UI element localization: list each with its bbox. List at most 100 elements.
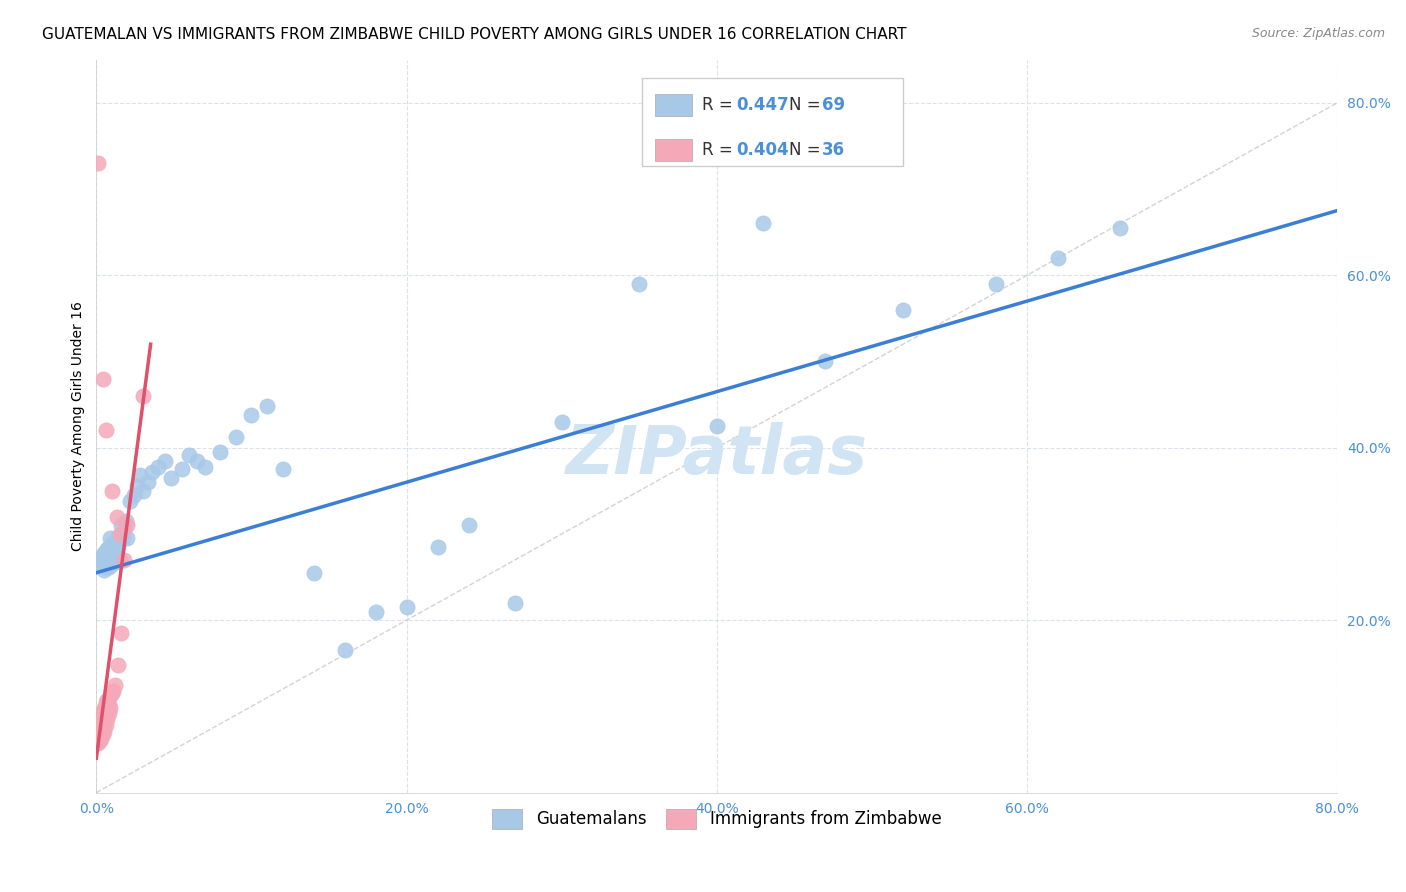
Point <box>103 684 125 698</box>
Point <box>110 518 132 533</box>
Point <box>96 548 118 562</box>
Point <box>132 389 155 403</box>
Point <box>302 566 325 580</box>
Point <box>240 408 263 422</box>
Point <box>97 540 120 554</box>
Point <box>97 549 120 564</box>
Point <box>93 563 115 577</box>
Point <box>89 734 111 748</box>
Point <box>98 546 121 560</box>
Text: 0.404: 0.404 <box>737 141 789 159</box>
Point <box>271 462 294 476</box>
Point <box>105 509 128 524</box>
Point <box>87 736 110 750</box>
Point <box>93 712 115 726</box>
Point <box>98 531 121 545</box>
Point <box>94 718 117 732</box>
Point <box>101 557 124 571</box>
Point <box>153 453 176 467</box>
Text: 69: 69 <box>823 96 845 114</box>
Point <box>120 494 142 508</box>
Point <box>159 471 181 485</box>
Point <box>101 686 124 700</box>
Point <box>91 553 114 567</box>
Point <box>103 544 125 558</box>
Point <box>87 721 110 735</box>
Point <box>96 704 118 718</box>
Text: R =: R = <box>702 141 738 159</box>
Text: N =: N = <box>789 96 825 114</box>
Bar <box>655 139 692 161</box>
Point <box>706 419 728 434</box>
Point <box>101 483 124 498</box>
Point <box>96 712 118 726</box>
Point <box>1047 251 1070 265</box>
Point <box>364 605 387 619</box>
Point <box>104 555 127 569</box>
Point <box>112 553 135 567</box>
Point <box>87 727 110 741</box>
Point <box>87 156 110 170</box>
Point <box>94 708 117 723</box>
Point <box>97 559 120 574</box>
Point <box>90 718 112 732</box>
Point <box>108 553 131 567</box>
Point <box>93 701 115 715</box>
Point <box>101 537 124 551</box>
Point <box>111 531 134 545</box>
Point <box>551 415 574 429</box>
Point <box>96 692 118 706</box>
FancyBboxPatch shape <box>643 78 903 166</box>
Point <box>98 701 121 715</box>
Point <box>91 372 114 386</box>
Point <box>170 462 193 476</box>
Point <box>194 459 217 474</box>
Point <box>628 277 651 291</box>
Text: N =: N = <box>789 141 825 159</box>
Point <box>132 483 155 498</box>
Point <box>503 596 526 610</box>
Point <box>395 600 418 615</box>
Point <box>93 723 115 738</box>
Point <box>90 712 112 726</box>
Point <box>103 549 125 563</box>
Point <box>426 540 449 554</box>
Point <box>256 399 278 413</box>
Point <box>94 559 117 574</box>
Point <box>93 706 115 721</box>
Point <box>117 518 139 533</box>
Point <box>96 555 118 569</box>
Point <box>98 689 121 703</box>
Point <box>89 730 111 744</box>
Point <box>90 732 112 747</box>
Point <box>110 626 132 640</box>
Point <box>179 448 201 462</box>
Point <box>333 643 356 657</box>
Point <box>104 535 127 549</box>
Legend: Guatemalans, Immigrants from Zimbabwe: Guatemalans, Immigrants from Zimbabwe <box>485 802 948 836</box>
Point <box>891 302 914 317</box>
Point <box>94 544 117 558</box>
Point <box>112 523 135 537</box>
Point <box>114 514 136 528</box>
Point <box>91 718 114 732</box>
Text: 36: 36 <box>823 141 845 159</box>
Point <box>105 531 128 545</box>
Text: ZIPatlas: ZIPatlas <box>565 423 868 489</box>
Point <box>125 479 148 493</box>
Point <box>136 475 159 490</box>
Point <box>93 546 115 560</box>
Point <box>225 430 247 444</box>
Point <box>91 710 114 724</box>
Text: 0.447: 0.447 <box>737 96 790 114</box>
Point <box>457 518 479 533</box>
Point <box>89 716 111 731</box>
Point <box>984 277 1007 291</box>
Point <box>814 354 837 368</box>
Point <box>209 445 232 459</box>
Bar <box>655 94 692 116</box>
Point <box>107 658 129 673</box>
Point <box>108 529 131 543</box>
Point <box>91 727 114 741</box>
Point <box>96 541 118 556</box>
